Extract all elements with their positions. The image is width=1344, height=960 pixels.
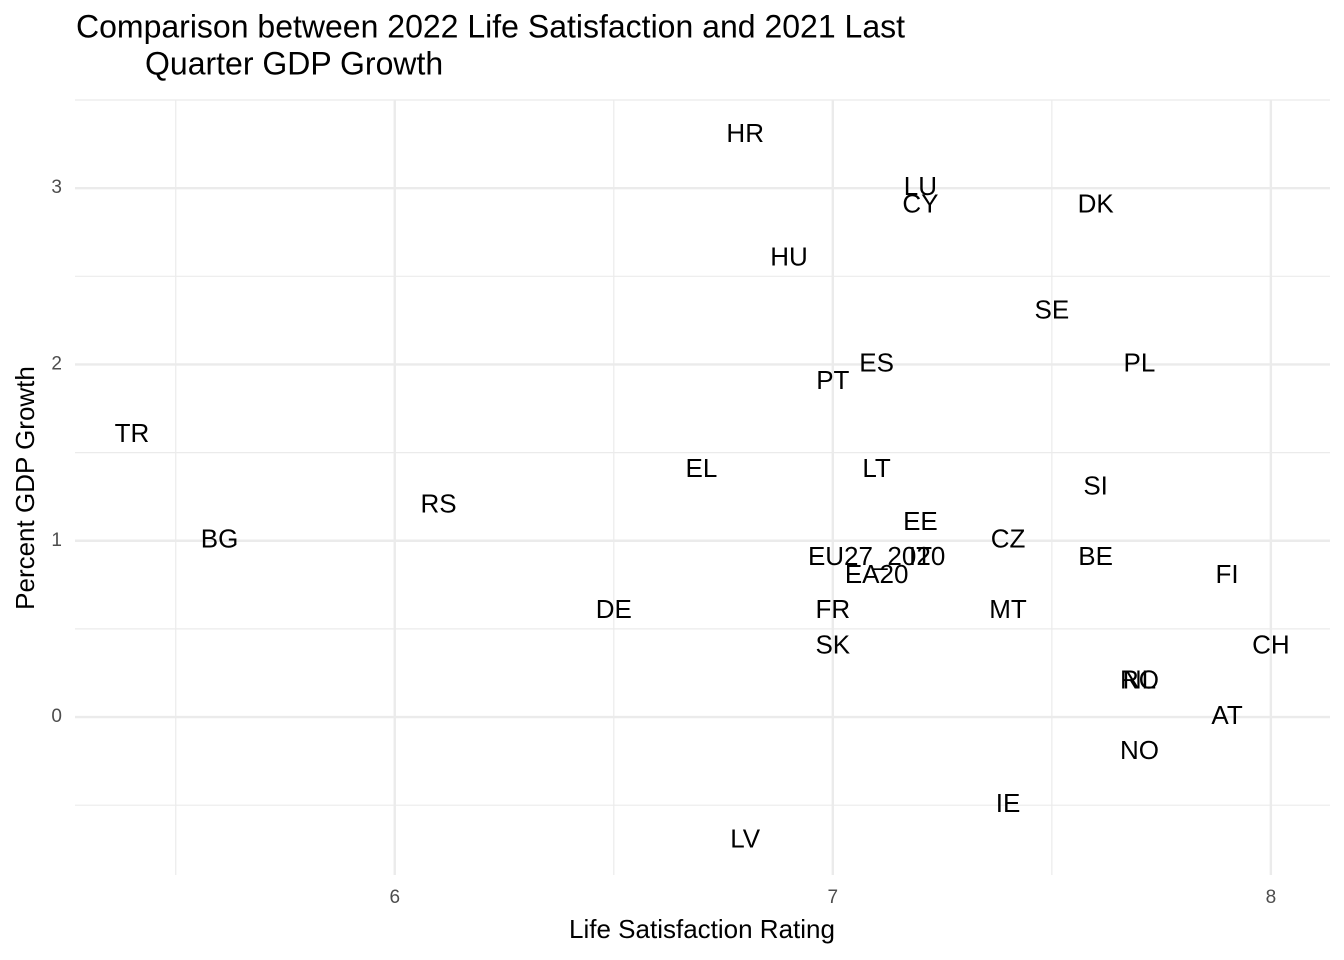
point-label: DE — [596, 594, 632, 624]
point-label: TR — [115, 418, 150, 448]
point-label: NL — [1123, 665, 1156, 695]
point-label: MT — [989, 594, 1027, 624]
point-label: RS — [421, 488, 457, 518]
point-label: HU — [770, 242, 808, 272]
point-label: PT — [816, 365, 849, 395]
point-label: CH — [1252, 629, 1290, 659]
x-tick-label: 6 — [389, 887, 400, 908]
point-label: LV — [730, 823, 761, 853]
point-label: CZ — [991, 524, 1026, 554]
point-label: RO — [1120, 665, 1159, 695]
point-label: EA20 — [845, 559, 909, 589]
y-tick-label: 0 — [51, 706, 62, 727]
chart-title: Quarter GDP Growth — [145, 45, 443, 81]
chart-title: Comparison between 2022 Life Satisfactio… — [76, 8, 905, 44]
y-tick-label: 2 — [51, 353, 62, 374]
point-label: BG — [201, 524, 239, 554]
grid: 6 7 8 0 1 2 3 — [51, 99, 1330, 908]
point-label: SI — [1083, 471, 1108, 501]
point-label: EL — [685, 453, 717, 483]
x-tick-label: 7 — [828, 887, 839, 908]
point-label: LU — [904, 171, 937, 201]
point-label: PL — [1124, 347, 1156, 377]
point-label: FR — [815, 594, 850, 624]
point-label: IE — [996, 788, 1021, 818]
point-label: NO — [1120, 735, 1159, 765]
x-axis-title: Life Satisfaction Rating — [569, 914, 835, 944]
y-axis-title: Percent GDP Growth — [10, 366, 40, 610]
point-label: BE — [1078, 541, 1113, 571]
point-label: DK — [1078, 189, 1115, 219]
y-tick-label: 3 — [51, 177, 62, 198]
y-tick-label: 1 — [51, 530, 62, 551]
point-label: HR — [726, 118, 764, 148]
point-label: FI — [1216, 559, 1239, 589]
point-label: AT — [1211, 700, 1242, 730]
point-label: LT — [862, 453, 891, 483]
point-label: SK — [815, 629, 850, 659]
point-label: CY — [902, 189, 938, 219]
x-tick-label: 8 — [1266, 887, 1277, 908]
point-label: EE — [903, 506, 938, 536]
point-label: ES — [859, 347, 894, 377]
point-label: IT — [909, 541, 932, 571]
point-label: EU27_2020 — [808, 541, 945, 571]
point-label: SE — [1034, 294, 1069, 324]
